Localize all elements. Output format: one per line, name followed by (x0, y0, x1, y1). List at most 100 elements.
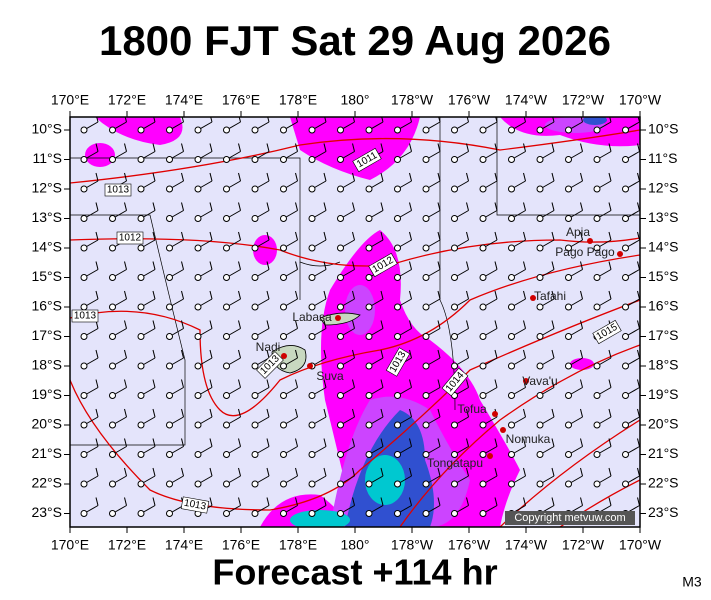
barb-flag (466, 497, 469, 506)
barb-flag (637, 143, 640, 152)
barb-station (251, 185, 259, 193)
wind-barb (451, 349, 469, 370)
barb-flag (551, 438, 555, 447)
barb-station (308, 421, 316, 429)
lat-label-left: 10°S (31, 121, 62, 137)
barb-flag (380, 438, 384, 447)
wind-barb (394, 117, 412, 134)
barb-station (109, 362, 116, 370)
lon-label-bottom: 174°W (505, 537, 548, 553)
barb-flag (209, 172, 213, 182)
barb-station (565, 215, 572, 222)
barb-flag (267, 117, 270, 123)
wind-barb (308, 231, 327, 252)
barb-flag (380, 497, 384, 506)
wind-barb (223, 438, 241, 458)
barb-station (80, 421, 88, 429)
barb-station (536, 303, 544, 311)
wind-barb (251, 379, 270, 399)
wind-barb (593, 438, 612, 458)
barb-station (422, 333, 430, 340)
wind-barb (508, 202, 526, 222)
barb-station (280, 392, 287, 399)
wind-barb (451, 290, 469, 311)
wind-barb (394, 497, 412, 517)
barb-station (280, 274, 287, 281)
place-marker (500, 427, 506, 433)
barb-flag (124, 320, 127, 329)
wind-barb (308, 408, 327, 429)
barb-station (593, 303, 601, 311)
barb-flag (95, 379, 99, 388)
barb-station (280, 510, 287, 517)
barb-flag (238, 261, 241, 270)
barb-station (280, 451, 287, 458)
barb-flag (466, 467, 469, 477)
barb-flag (124, 172, 127, 182)
barb-flag (181, 467, 184, 477)
barb-station (80, 185, 88, 193)
place-marker (335, 315, 341, 321)
barb-flag (352, 408, 355, 418)
wind-barb (479, 379, 498, 399)
barb-flag (580, 172, 583, 182)
barb-flag (266, 438, 270, 447)
map-area (70, 117, 640, 527)
wind-barb (251, 231, 270, 252)
barb-flag (238, 349, 241, 359)
barb-flag (124, 290, 127, 300)
barb-flag (551, 349, 555, 359)
wind-barb (365, 497, 384, 517)
barb-flag (523, 117, 526, 123)
wind-barb (422, 467, 441, 488)
wind-barb (194, 320, 213, 340)
model: M3 (682, 574, 702, 590)
wind-barb (422, 349, 441, 370)
barb-flag (494, 290, 498, 300)
wind-barb (194, 408, 213, 429)
lat-label-left: 15°S (31, 268, 62, 284)
barb-flag (551, 290, 555, 300)
barb-flag (323, 497, 327, 506)
wind-barb (166, 349, 184, 370)
barb-station (451, 244, 458, 252)
barb-flag (295, 379, 298, 388)
wind-barb (251, 261, 270, 281)
lon-label-bottom: 170°E (51, 537, 89, 553)
wind-barb (593, 408, 612, 429)
barb-flag (238, 379, 241, 388)
wind-barb (565, 320, 583, 340)
lon-label-bottom: 178°W (391, 537, 434, 553)
barb-station (422, 126, 430, 134)
lon-label-top: 176°W (448, 92, 491, 108)
barb-flag (295, 290, 298, 300)
barb-flag (323, 438, 327, 447)
barb-station (166, 274, 173, 281)
place-name: Pago Pago (555, 245, 615, 259)
isobar-label-box (441, 367, 469, 397)
barb-flag (580, 231, 583, 241)
barb-station (536, 156, 544, 163)
wind-barb (166, 320, 184, 340)
barb-station (80, 451, 88, 458)
barb-flag (580, 408, 583, 418)
barb-flag (608, 408, 612, 418)
wind-barb (365, 320, 384, 340)
barb-station (422, 185, 430, 193)
wind-barb (479, 467, 498, 488)
barb-station (508, 156, 515, 163)
isobar-label-box (352, 147, 382, 173)
wind-barbs (80, 117, 640, 517)
barb-station (622, 362, 629, 370)
place-marker (523, 378, 529, 384)
barb-station (337, 156, 344, 163)
barb-flag (238, 143, 241, 152)
wind-barb (536, 438, 555, 458)
barb-station (565, 244, 572, 252)
barb-station (565, 480, 572, 488)
barb-flag (181, 172, 184, 182)
barb-station (137, 510, 145, 517)
barb-flag (238, 467, 241, 477)
barb-station (223, 156, 230, 163)
barb-flag (181, 408, 184, 418)
